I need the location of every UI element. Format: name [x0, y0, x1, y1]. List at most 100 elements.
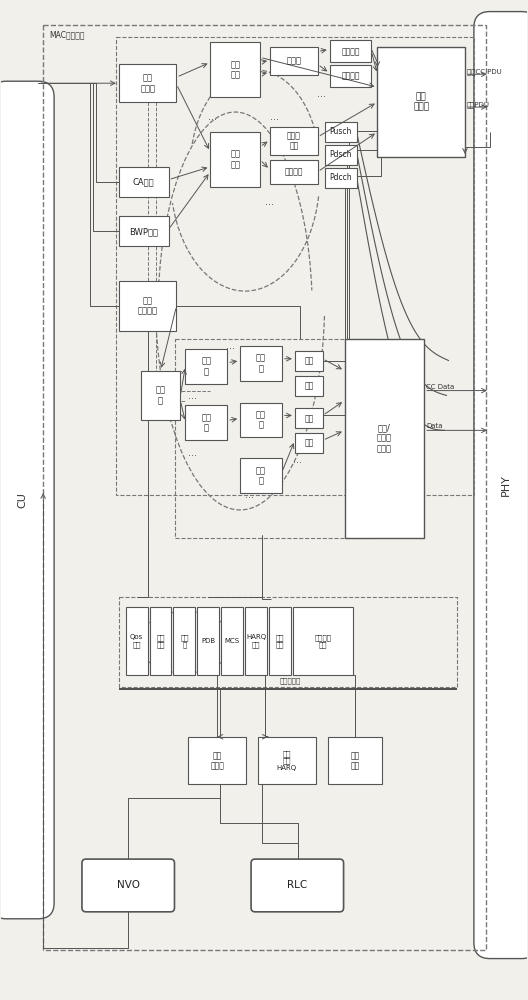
Bar	[119, 281, 176, 331]
Bar	[270, 127, 318, 155]
Text: PHY: PHY	[501, 474, 511, 496]
Bar	[269, 607, 291, 675]
Bar	[126, 607, 148, 675]
Text: ...: ...	[188, 391, 197, 401]
Text: 转发
测试: 转发 测试	[351, 751, 360, 770]
Text: MCS: MCS	[224, 638, 240, 644]
Text: Pusch: Pusch	[329, 127, 352, 136]
Bar	[329, 65, 371, 87]
Text: 配置PDU: 配置PDU	[467, 101, 490, 108]
Bar	[378, 47, 465, 157]
Bar	[325, 122, 356, 142]
Bar	[345, 339, 424, 538]
Text: ...: ...	[225, 341, 234, 351]
Text: CC Data: CC Data	[426, 384, 455, 390]
Bar	[329, 40, 371, 62]
Text: 下行: 下行	[304, 439, 314, 448]
Text: 调频
模: 调频 模	[156, 386, 166, 405]
Text: HARQ
块发: HARQ 块发	[246, 634, 266, 648]
Bar	[245, 607, 267, 675]
Text: RLC: RLC	[287, 880, 307, 890]
Bar	[328, 737, 382, 784]
Bar	[185, 405, 227, 440]
Bar	[270, 160, 318, 184]
Text: 调频
器: 调频 器	[256, 354, 266, 373]
Bar	[258, 737, 316, 784]
Text: 调频
器: 调频 器	[256, 410, 266, 430]
Bar	[295, 376, 323, 396]
Bar	[149, 607, 172, 675]
Text: 频率块: 频率块	[286, 57, 301, 66]
Bar	[119, 167, 168, 197]
Text: ...: ...	[294, 455, 303, 465]
Bar	[185, 349, 227, 384]
Text: 调度
模块: 调度 模块	[230, 60, 240, 79]
Bar	[240, 458, 282, 493]
Bar	[210, 42, 260, 97]
FancyBboxPatch shape	[251, 859, 344, 912]
Bar	[140, 371, 181, 420]
Text: ...: ...	[270, 112, 279, 122]
Text: 次载波块: 次载波块	[341, 47, 360, 56]
Text: ...: ...	[317, 89, 326, 99]
Bar	[295, 351, 323, 371]
Text: 初始量总线: 初始量总线	[279, 677, 300, 684]
Text: 碎片
量: 碎片 量	[180, 634, 188, 648]
Text: PDB: PDB	[201, 638, 215, 644]
Text: 器信
缓冲
HARQ: 器信 缓冲 HARQ	[277, 750, 297, 771]
Bar	[188, 737, 246, 784]
Text: 资源
配置器: 资源 配置器	[413, 92, 429, 112]
Text: 调度
模块: 调度 模块	[230, 150, 240, 169]
Bar	[325, 168, 356, 188]
Text: ...: ...	[245, 490, 254, 500]
Text: 下行: 下行	[304, 381, 314, 390]
Bar	[240, 346, 282, 381]
Bar	[119, 216, 168, 246]
Text: BWP管理: BWP管理	[129, 227, 158, 236]
Text: 配置CC PDU: 配置CC PDU	[467, 68, 502, 75]
Text: 上行: 上行	[304, 414, 314, 423]
Bar	[43, 25, 486, 950]
Text: 队列
缓存: 队列 缓存	[156, 634, 165, 648]
Text: 复用/
解复用
子系统: 复用/ 解复用 子系统	[377, 423, 392, 453]
Bar	[116, 37, 474, 495]
Text: 次载波块: 次载波块	[285, 167, 303, 176]
Text: ...: ...	[188, 448, 197, 458]
Text: 调度参数
一置: 调度参数 一置	[314, 634, 331, 648]
Bar	[174, 607, 195, 675]
Bar	[240, 403, 282, 437]
Bar	[270, 47, 318, 75]
Text: 调度
器: 调度 器	[201, 357, 211, 376]
Text: 重发
计数: 重发 计数	[276, 634, 284, 648]
Bar	[119, 597, 457, 687]
Text: Qos
管理: Qos 管理	[130, 634, 143, 648]
FancyBboxPatch shape	[0, 81, 54, 919]
Bar	[175, 339, 372, 538]
Text: CA管理: CA管理	[133, 177, 155, 186]
Text: 上行: 上行	[304, 356, 314, 365]
Text: Data: Data	[426, 423, 442, 429]
Bar	[325, 145, 356, 165]
Bar	[119, 64, 176, 102]
Text: 次载波块: 次载波块	[341, 72, 360, 81]
Text: ...: ...	[208, 112, 217, 122]
Text: 器信
缓冲器: 器信 缓冲器	[210, 751, 224, 770]
Text: NVO: NVO	[117, 880, 140, 890]
FancyBboxPatch shape	[82, 859, 174, 912]
Text: ...: ...	[266, 197, 275, 207]
Bar	[197, 607, 219, 675]
Text: 调频
器: 调频 器	[256, 466, 266, 485]
Text: Pdsch: Pdsch	[329, 150, 352, 159]
Bar	[295, 408, 323, 428]
Text: 调度
器: 调度 器	[201, 413, 211, 433]
Text: 资源
管理器: 资源 管理器	[140, 74, 155, 93]
Text: 次载波
中块: 次载波 中块	[287, 131, 301, 151]
Bar	[210, 132, 260, 187]
Text: Pdcch: Pdcch	[329, 173, 352, 182]
Text: MAC整体调度: MAC整体调度	[49, 30, 84, 39]
Text: 资源
管理模块: 资源 管理模块	[138, 296, 158, 316]
Bar	[295, 433, 323, 453]
FancyBboxPatch shape	[474, 12, 528, 959]
Bar	[221, 607, 243, 675]
Bar	[293, 607, 353, 675]
